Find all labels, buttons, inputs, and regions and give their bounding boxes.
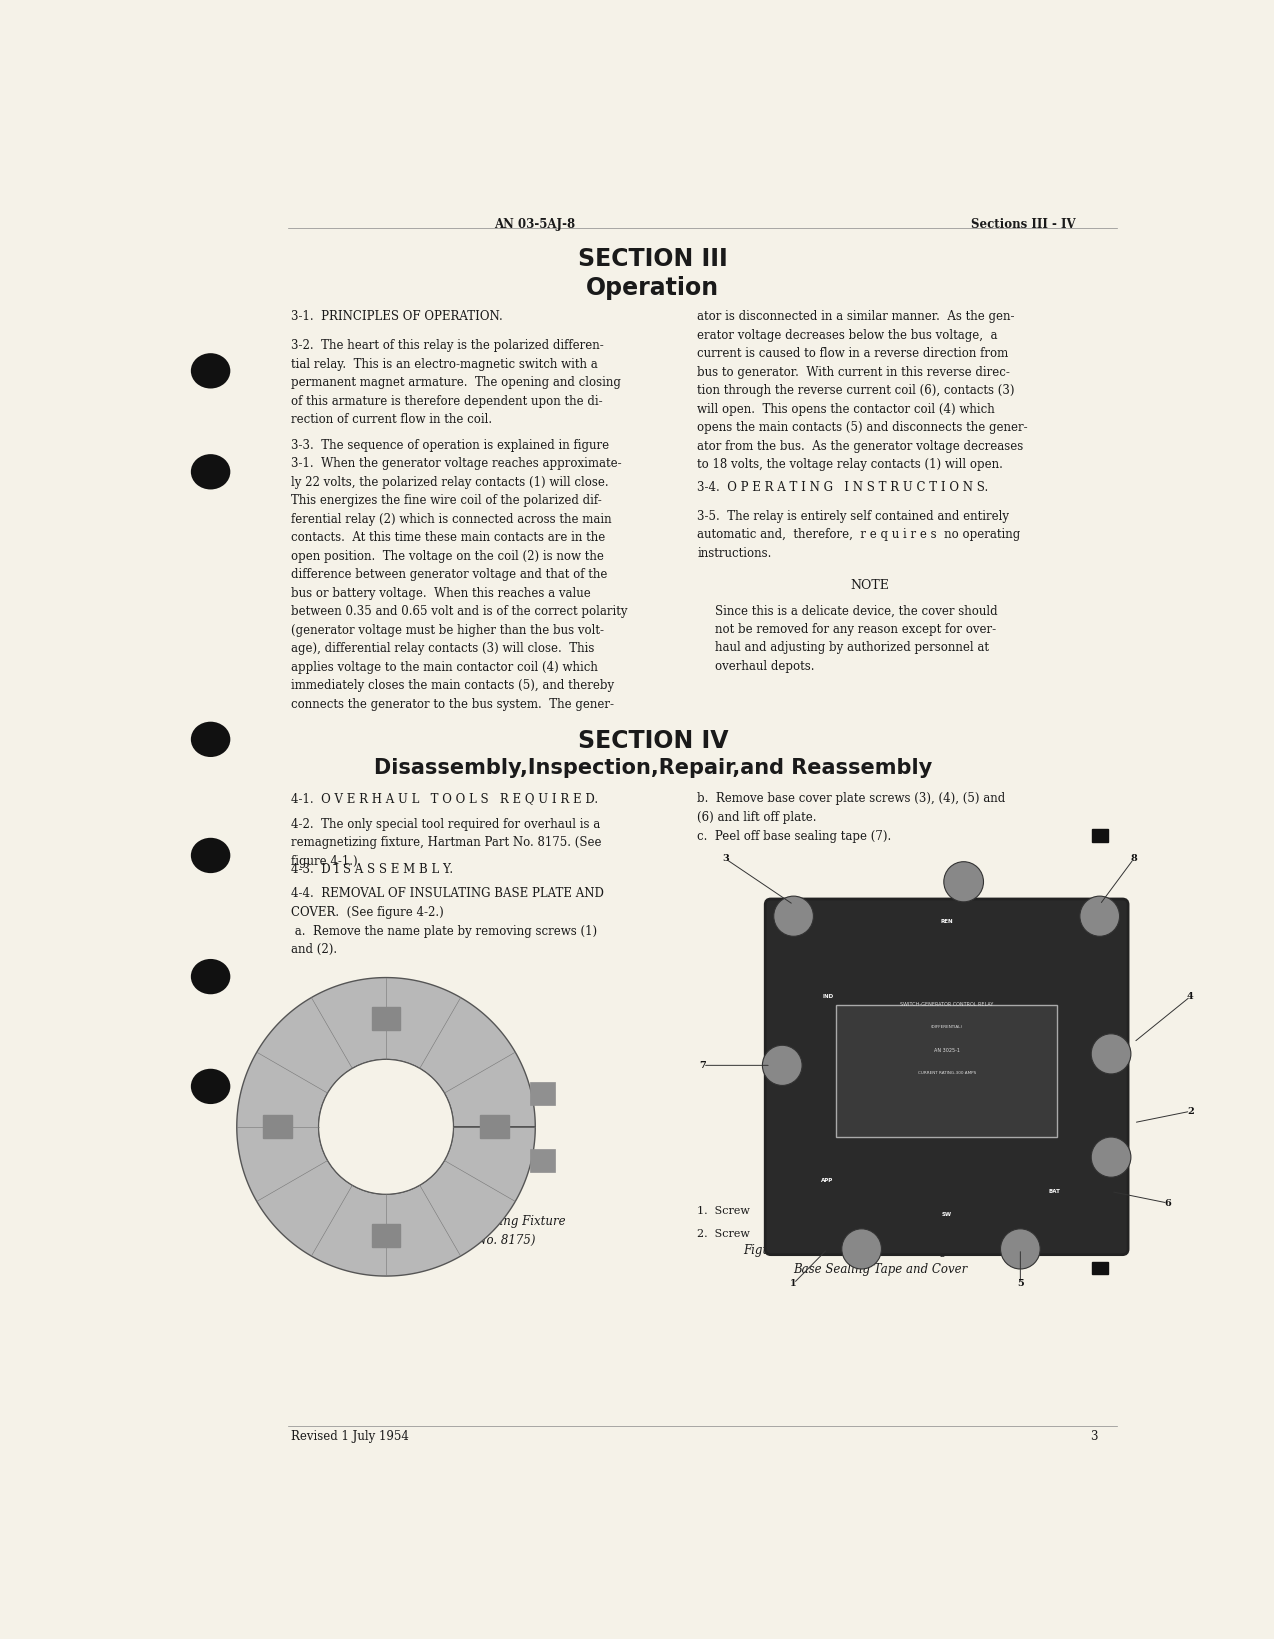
Bar: [372, 1006, 400, 1029]
FancyBboxPatch shape: [836, 1005, 1057, 1137]
Text: 4-4.  REMOVAL OF INSULATING BASE PLATE AND
COVER.  (See figure 4-2.): 4-4. REMOVAL OF INSULATING BASE PLATE AN…: [290, 887, 604, 918]
Text: 3-1.  PRINCIPLES OF OPERATION.: 3-1. PRINCIPLES OF OPERATION.: [290, 310, 502, 323]
Text: Figure 4-1.  Remagnetizing Fixture: Figure 4-1. Remagnetizing Fixture: [355, 1214, 566, 1228]
Text: AN 03-5AJ-8: AN 03-5AJ-8: [494, 218, 575, 231]
Bar: [1085, 1226, 1101, 1239]
Text: 4-2.  The only special tool required for overhaul is a
remagnetizing fixture, Ha: 4-2. The only special tool required for …: [290, 818, 601, 867]
Text: Since this is a delicate device, the cover should
not be removed for any reason : Since this is a delicate device, the cov…: [715, 605, 998, 674]
Bar: [480, 1115, 508, 1139]
Text: 8: 8: [1130, 854, 1138, 864]
Text: AN 3025-1: AN 3025-1: [934, 1049, 959, 1054]
Polygon shape: [237, 977, 535, 1277]
Text: 3: 3: [722, 854, 729, 864]
Text: IND: IND: [822, 993, 833, 1000]
Bar: [1092, 1262, 1108, 1275]
Text: Revised 1 July 1954: Revised 1 July 1954: [290, 1429, 409, 1442]
Text: SW: SW: [941, 1211, 952, 1218]
Circle shape: [1000, 1229, 1040, 1269]
Text: Base Sealing Tape and Cover: Base Sealing Tape and Cover: [792, 1264, 967, 1277]
Text: 3-3.  The sequence of operation is explained in figure
3-1.  When the generator : 3-3. The sequence of operation is explai…: [290, 439, 627, 711]
Text: 2.  Screw    4.  Screw    6.  Screw    8.  Screws: 2. Screw 4. Screw 6. Screw 8. Screws: [697, 1229, 957, 1239]
Text: 1: 1: [790, 1278, 798, 1288]
Text: SWITCH-GENERATOR CONTROL RELAY: SWITCH-GENERATOR CONTROL RELAY: [899, 1001, 994, 1008]
Text: 3-4.  O P E R A T I N G   I N S T R U C T I O N S.: 3-4. O P E R A T I N G I N S T R U C T I…: [697, 480, 989, 493]
Text: Operation: Operation: [586, 277, 720, 300]
Circle shape: [842, 1229, 882, 1269]
Text: 3-5.  The relay is entirely self contained and entirely
automatic and,  therefor: 3-5. The relay is entirely self containe…: [697, 510, 1020, 559]
Ellipse shape: [191, 721, 231, 757]
Text: 2: 2: [1187, 1106, 1194, 1116]
Circle shape: [1092, 1137, 1131, 1177]
Text: 4: 4: [1187, 992, 1194, 1001]
Bar: [264, 1115, 292, 1139]
Text: Sections III - IV: Sections III - IV: [971, 218, 1075, 231]
FancyBboxPatch shape: [766, 898, 1127, 1255]
Ellipse shape: [191, 838, 231, 874]
Text: a.  Remove the name plate by removing screws (1)
and (2).: a. Remove the name plate by removing scr…: [290, 924, 596, 957]
Text: CURRENT RATING-300 AMPS: CURRENT RATING-300 AMPS: [917, 1072, 976, 1075]
Text: 5: 5: [1017, 1278, 1024, 1288]
Text: b.  Remove base cover plate screws (3), (4), (5) and
(6) and lift off plate.: b. Remove base cover plate screws (3), (…: [697, 792, 1005, 824]
Ellipse shape: [191, 454, 231, 490]
Text: APP: APP: [822, 1177, 833, 1183]
Circle shape: [1092, 1034, 1131, 1074]
Ellipse shape: [191, 959, 231, 995]
Text: 1.  Screw    3.  Screw    5.  Screw    7.  Base sealing tape: 1. Screw 3. Screw 5. Screw 7. Base seali…: [697, 1206, 1014, 1216]
Text: 3-2.  The heart of this relay is the polarized differen-
tial relay.  This is an: 3-2. The heart of this relay is the pola…: [290, 339, 620, 426]
Circle shape: [318, 1059, 454, 1195]
Bar: [372, 1224, 400, 1247]
Text: SECTION III: SECTION III: [578, 247, 727, 270]
Bar: [1092, 829, 1108, 841]
Text: c.  Peel off base sealing tape (7).: c. Peel off base sealing tape (7).: [697, 831, 892, 842]
Ellipse shape: [191, 352, 231, 388]
Text: SECTION IV: SECTION IV: [577, 729, 729, 754]
Text: BAT: BAT: [1049, 1188, 1060, 1195]
Circle shape: [762, 1046, 803, 1085]
Bar: [530, 1149, 554, 1172]
Text: REN: REN: [940, 919, 953, 924]
Text: (DIFFERENTIAL): (DIFFERENTIAL): [930, 1026, 963, 1029]
Text: Disassembly,Inspection,Repair,and Reassembly: Disassembly,Inspection,Repair,and Reasse…: [373, 759, 933, 779]
Text: 4-3.  D I S A S S E M B L Y.: 4-3. D I S A S S E M B L Y.: [290, 864, 452, 875]
Circle shape: [1080, 897, 1120, 936]
Bar: [1085, 1203, 1101, 1216]
FancyBboxPatch shape: [159, 197, 1147, 1459]
Text: ator is disconnected in a similar manner.  As the gen-
erator voltage decreases : ator is disconnected in a similar manner…: [697, 310, 1028, 472]
Text: 7: 7: [699, 1060, 706, 1070]
Circle shape: [944, 862, 984, 901]
Bar: [530, 1082, 554, 1105]
Text: NOTE: NOTE: [851, 579, 889, 592]
Text: 3: 3: [1089, 1429, 1097, 1442]
Circle shape: [773, 897, 813, 936]
Text: Figure 4-2.  Removal of Insulating Base Plate,: Figure 4-2. Removal of Insulating Base P…: [743, 1244, 1018, 1257]
Text: 4-1.  O V E R H A U L   T O O L S   R E Q U I R E D.: 4-1. O V E R H A U L T O O L S R E Q U I…: [290, 792, 598, 805]
Ellipse shape: [191, 1069, 231, 1105]
Text: 6: 6: [1164, 1198, 1171, 1208]
Text: (Hartman Part No. 8175): (Hartman Part No. 8175): [386, 1234, 535, 1247]
